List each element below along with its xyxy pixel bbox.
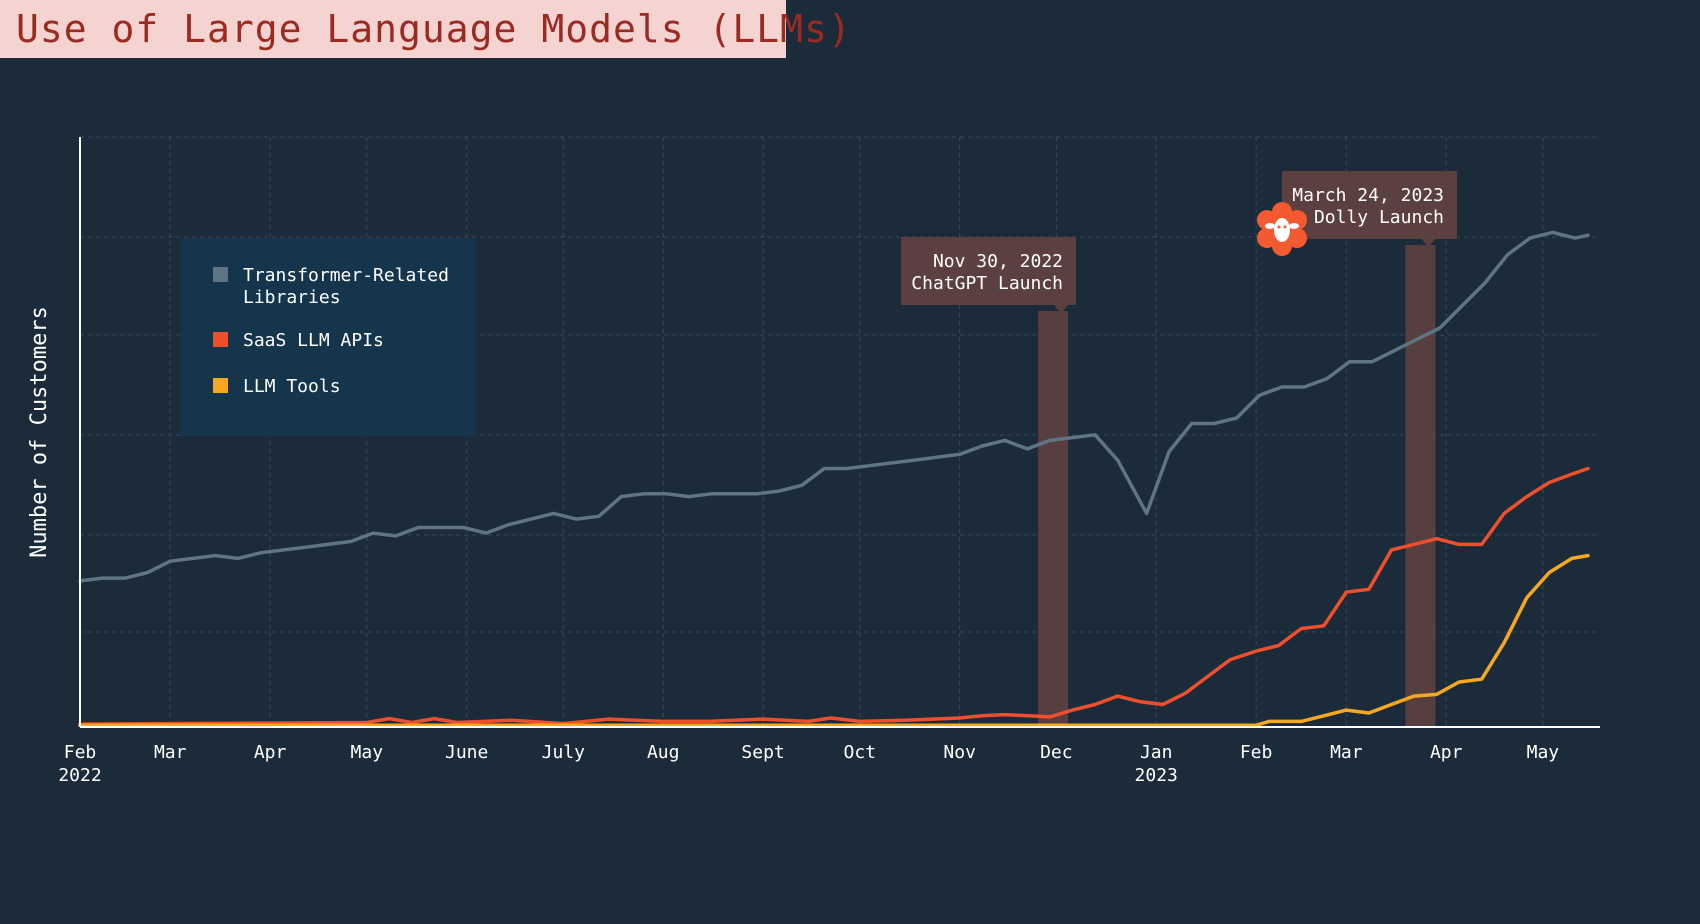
legend-swatch bbox=[213, 267, 228, 282]
annotations bbox=[1038, 245, 1436, 727]
series-line-saas bbox=[78, 466, 1590, 726]
x-tick-label: Feb bbox=[64, 742, 97, 763]
x-tick-label: Mar bbox=[1330, 742, 1363, 763]
legend-label: Transformer-Related bbox=[243, 265, 449, 286]
callout-text: March 24, 2023 bbox=[1292, 185, 1444, 206]
series-lines bbox=[78, 230, 1590, 728]
x-tick-label: May bbox=[351, 742, 384, 763]
legend-box bbox=[180, 238, 476, 436]
sheep-ear-right bbox=[1289, 223, 1299, 229]
callout-text: Nov 30, 2022 bbox=[933, 251, 1063, 272]
sheep-eye-right bbox=[1283, 225, 1287, 229]
annotation-bar bbox=[1038, 311, 1069, 727]
title-banner: Use of Large Language Models (LLMs) bbox=[0, 0, 851, 58]
series-line-tools bbox=[78, 553, 1590, 728]
callout-box bbox=[901, 237, 1076, 305]
dolly-sheep-icon bbox=[1257, 202, 1307, 256]
x-tick-label: Apr bbox=[1430, 742, 1463, 763]
x-tick-label: Apr bbox=[254, 742, 287, 763]
y-axis-label: Number of Customers bbox=[27, 306, 52, 558]
x-tick-label: Mar bbox=[154, 742, 187, 763]
x-tick-label: Dec bbox=[1040, 742, 1073, 763]
sheep-eye-left bbox=[1277, 225, 1281, 229]
x-tick-label: Jan bbox=[1140, 742, 1173, 763]
chart-title: Use of Large Language Models (LLMs) bbox=[16, 7, 852, 51]
x-tick-label: Sept bbox=[741, 742, 784, 763]
series-line-transformer bbox=[78, 230, 1590, 583]
callout-box bbox=[1282, 171, 1457, 239]
x-tick-sublabel: 2023 bbox=[1135, 765, 1178, 786]
x-tick-label: Aug bbox=[647, 742, 680, 763]
callout-pointer bbox=[1421, 239, 1436, 247]
x-tick-sublabel: 2022 bbox=[58, 765, 101, 786]
legend-label: SaaS LLM APIs bbox=[243, 330, 384, 351]
x-tick-label: Nov bbox=[943, 742, 976, 763]
legend-label: LLM Tools bbox=[243, 376, 341, 397]
sheep-ear-left bbox=[1265, 223, 1275, 229]
callout-text: Dolly Launch bbox=[1314, 207, 1444, 228]
sheep-face bbox=[1274, 218, 1290, 242]
x-tick-label: June bbox=[445, 742, 488, 763]
legend-swatch bbox=[213, 378, 228, 393]
x-tick-label: Oct bbox=[844, 742, 877, 763]
x-tick-label: May bbox=[1527, 742, 1560, 763]
callout-text: ChatGPT Launch bbox=[911, 273, 1063, 294]
x-tick-label: Feb bbox=[1240, 742, 1273, 763]
legend-label: Libraries bbox=[243, 287, 341, 308]
x-tick-label: July bbox=[542, 742, 586, 763]
legend-swatch bbox=[213, 332, 228, 347]
callout-pointer bbox=[1054, 305, 1069, 313]
annotation-bar bbox=[1405, 245, 1436, 727]
